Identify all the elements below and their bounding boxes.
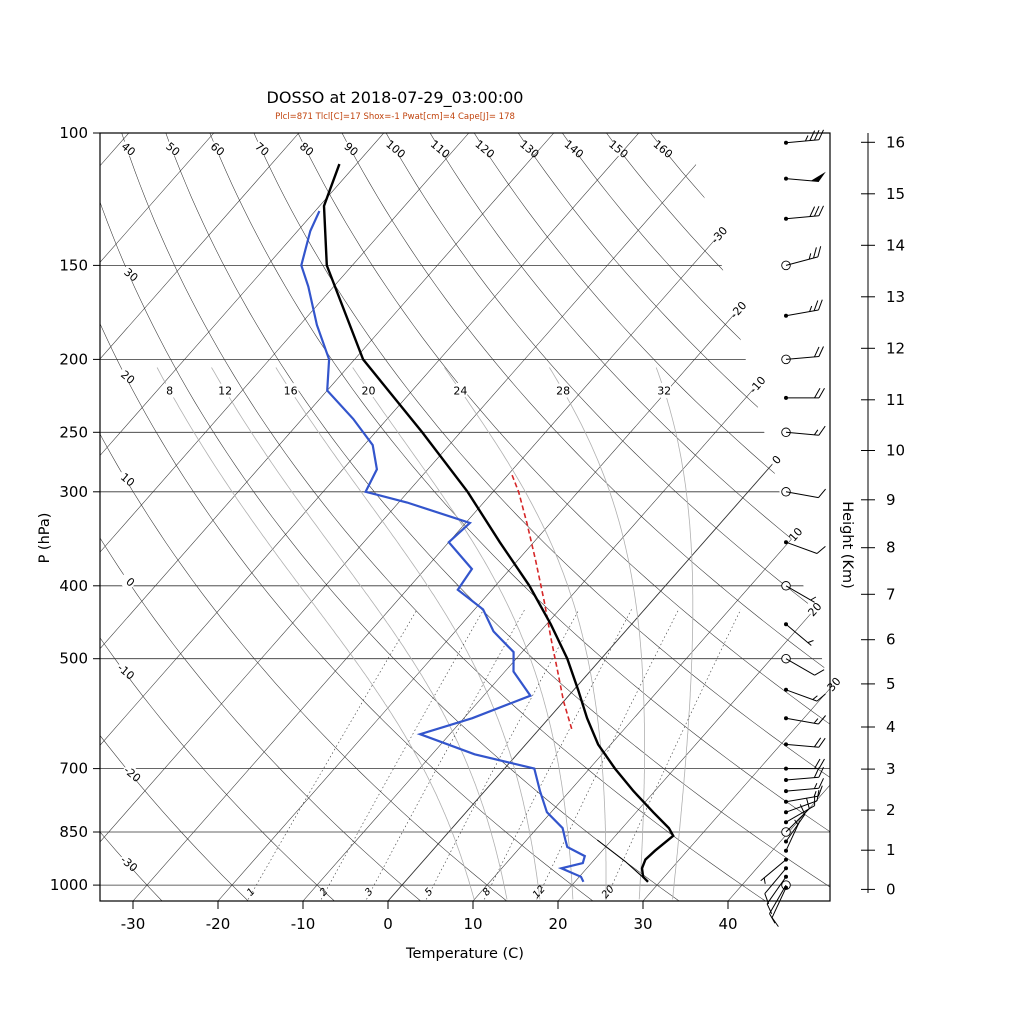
svg-text:850: 850 <box>59 823 88 841</box>
svg-text:140: 140 <box>562 138 586 161</box>
svg-text:-10: -10 <box>291 915 316 933</box>
svg-text:40: 40 <box>119 140 138 159</box>
svg-text:12: 12 <box>218 385 232 398</box>
svg-text:20: 20 <box>600 884 617 901</box>
svg-text:120: 120 <box>472 138 496 161</box>
svg-text:30: 30 <box>633 915 652 933</box>
temperature-axis-label: Temperature (C) <box>406 946 524 962</box>
svg-text:11: 11 <box>886 391 905 409</box>
svg-text:20: 20 <box>362 385 376 398</box>
svg-text:90: 90 <box>341 140 360 159</box>
svg-text:3: 3 <box>886 760 896 778</box>
svg-text:6: 6 <box>886 631 896 649</box>
svg-text:80: 80 <box>297 140 316 159</box>
chart-subtitle: Plcl=871 Tlcl[C]=17 Shox=-1 Pwat[cm]=4 C… <box>275 112 515 122</box>
svg-text:-20: -20 <box>121 764 143 786</box>
svg-text:15: 15 <box>886 185 905 203</box>
svg-text:28: 28 <box>556 385 570 398</box>
height-axis-label: Height (Km) <box>839 501 855 589</box>
svg-text:100: 100 <box>59 124 88 142</box>
svg-text:500: 500 <box>59 650 88 668</box>
svg-text:16: 16 <box>284 385 298 398</box>
svg-text:2: 2 <box>886 801 896 819</box>
svg-text:0: 0 <box>886 880 896 898</box>
svg-text:32: 32 <box>657 385 671 398</box>
svg-text:160: 160 <box>651 138 675 161</box>
svg-text:10: 10 <box>886 442 905 460</box>
svg-text:70: 70 <box>252 140 271 159</box>
svg-text:20: 20 <box>548 915 567 933</box>
svg-text:8: 8 <box>886 539 896 557</box>
svg-text:10: 10 <box>463 915 482 933</box>
svg-text:-20: -20 <box>206 915 231 933</box>
svg-text:14: 14 <box>886 236 905 254</box>
svg-text:60: 60 <box>208 140 227 159</box>
svg-text:5: 5 <box>423 886 435 898</box>
svg-text:300: 300 <box>59 483 88 501</box>
svg-text:0: 0 <box>383 915 393 933</box>
svg-text:-10: -10 <box>115 661 137 683</box>
svg-text:50: 50 <box>163 140 182 159</box>
svg-text:5: 5 <box>886 675 896 693</box>
svg-text:400: 400 <box>59 577 88 595</box>
svg-text:-30: -30 <box>121 915 146 933</box>
svg-text:9: 9 <box>886 491 896 509</box>
svg-text:3: 3 <box>363 886 375 898</box>
svg-text:150: 150 <box>606 138 630 161</box>
svg-text:1: 1 <box>886 841 896 859</box>
svg-text:700: 700 <box>59 760 88 778</box>
svg-text:1: 1 <box>245 886 257 898</box>
chart-title: DOSSO at 2018-07-29_03:00:00 <box>266 88 524 107</box>
pressure-axis-label: P (hPa) <box>37 512 53 564</box>
svg-text:1000: 1000 <box>50 876 88 894</box>
svg-text:110: 110 <box>428 138 452 161</box>
svg-text:24: 24 <box>453 385 467 398</box>
svg-text:12: 12 <box>531 884 548 901</box>
svg-text:100: 100 <box>383 138 407 161</box>
svg-text:7: 7 <box>886 585 896 603</box>
svg-text:8: 8 <box>166 385 173 398</box>
svg-text:12: 12 <box>886 339 905 357</box>
svg-text:2: 2 <box>318 886 330 898</box>
svg-text:40: 40 <box>718 915 737 933</box>
svg-text:200: 200 <box>59 350 88 368</box>
svg-text:130: 130 <box>517 138 541 161</box>
svg-text:250: 250 <box>59 423 88 441</box>
svg-text:8: 8 <box>481 886 493 898</box>
svg-text:150: 150 <box>59 256 88 274</box>
svg-text:4: 4 <box>886 718 896 736</box>
svg-text:13: 13 <box>886 288 905 306</box>
svg-text:16: 16 <box>886 133 905 151</box>
